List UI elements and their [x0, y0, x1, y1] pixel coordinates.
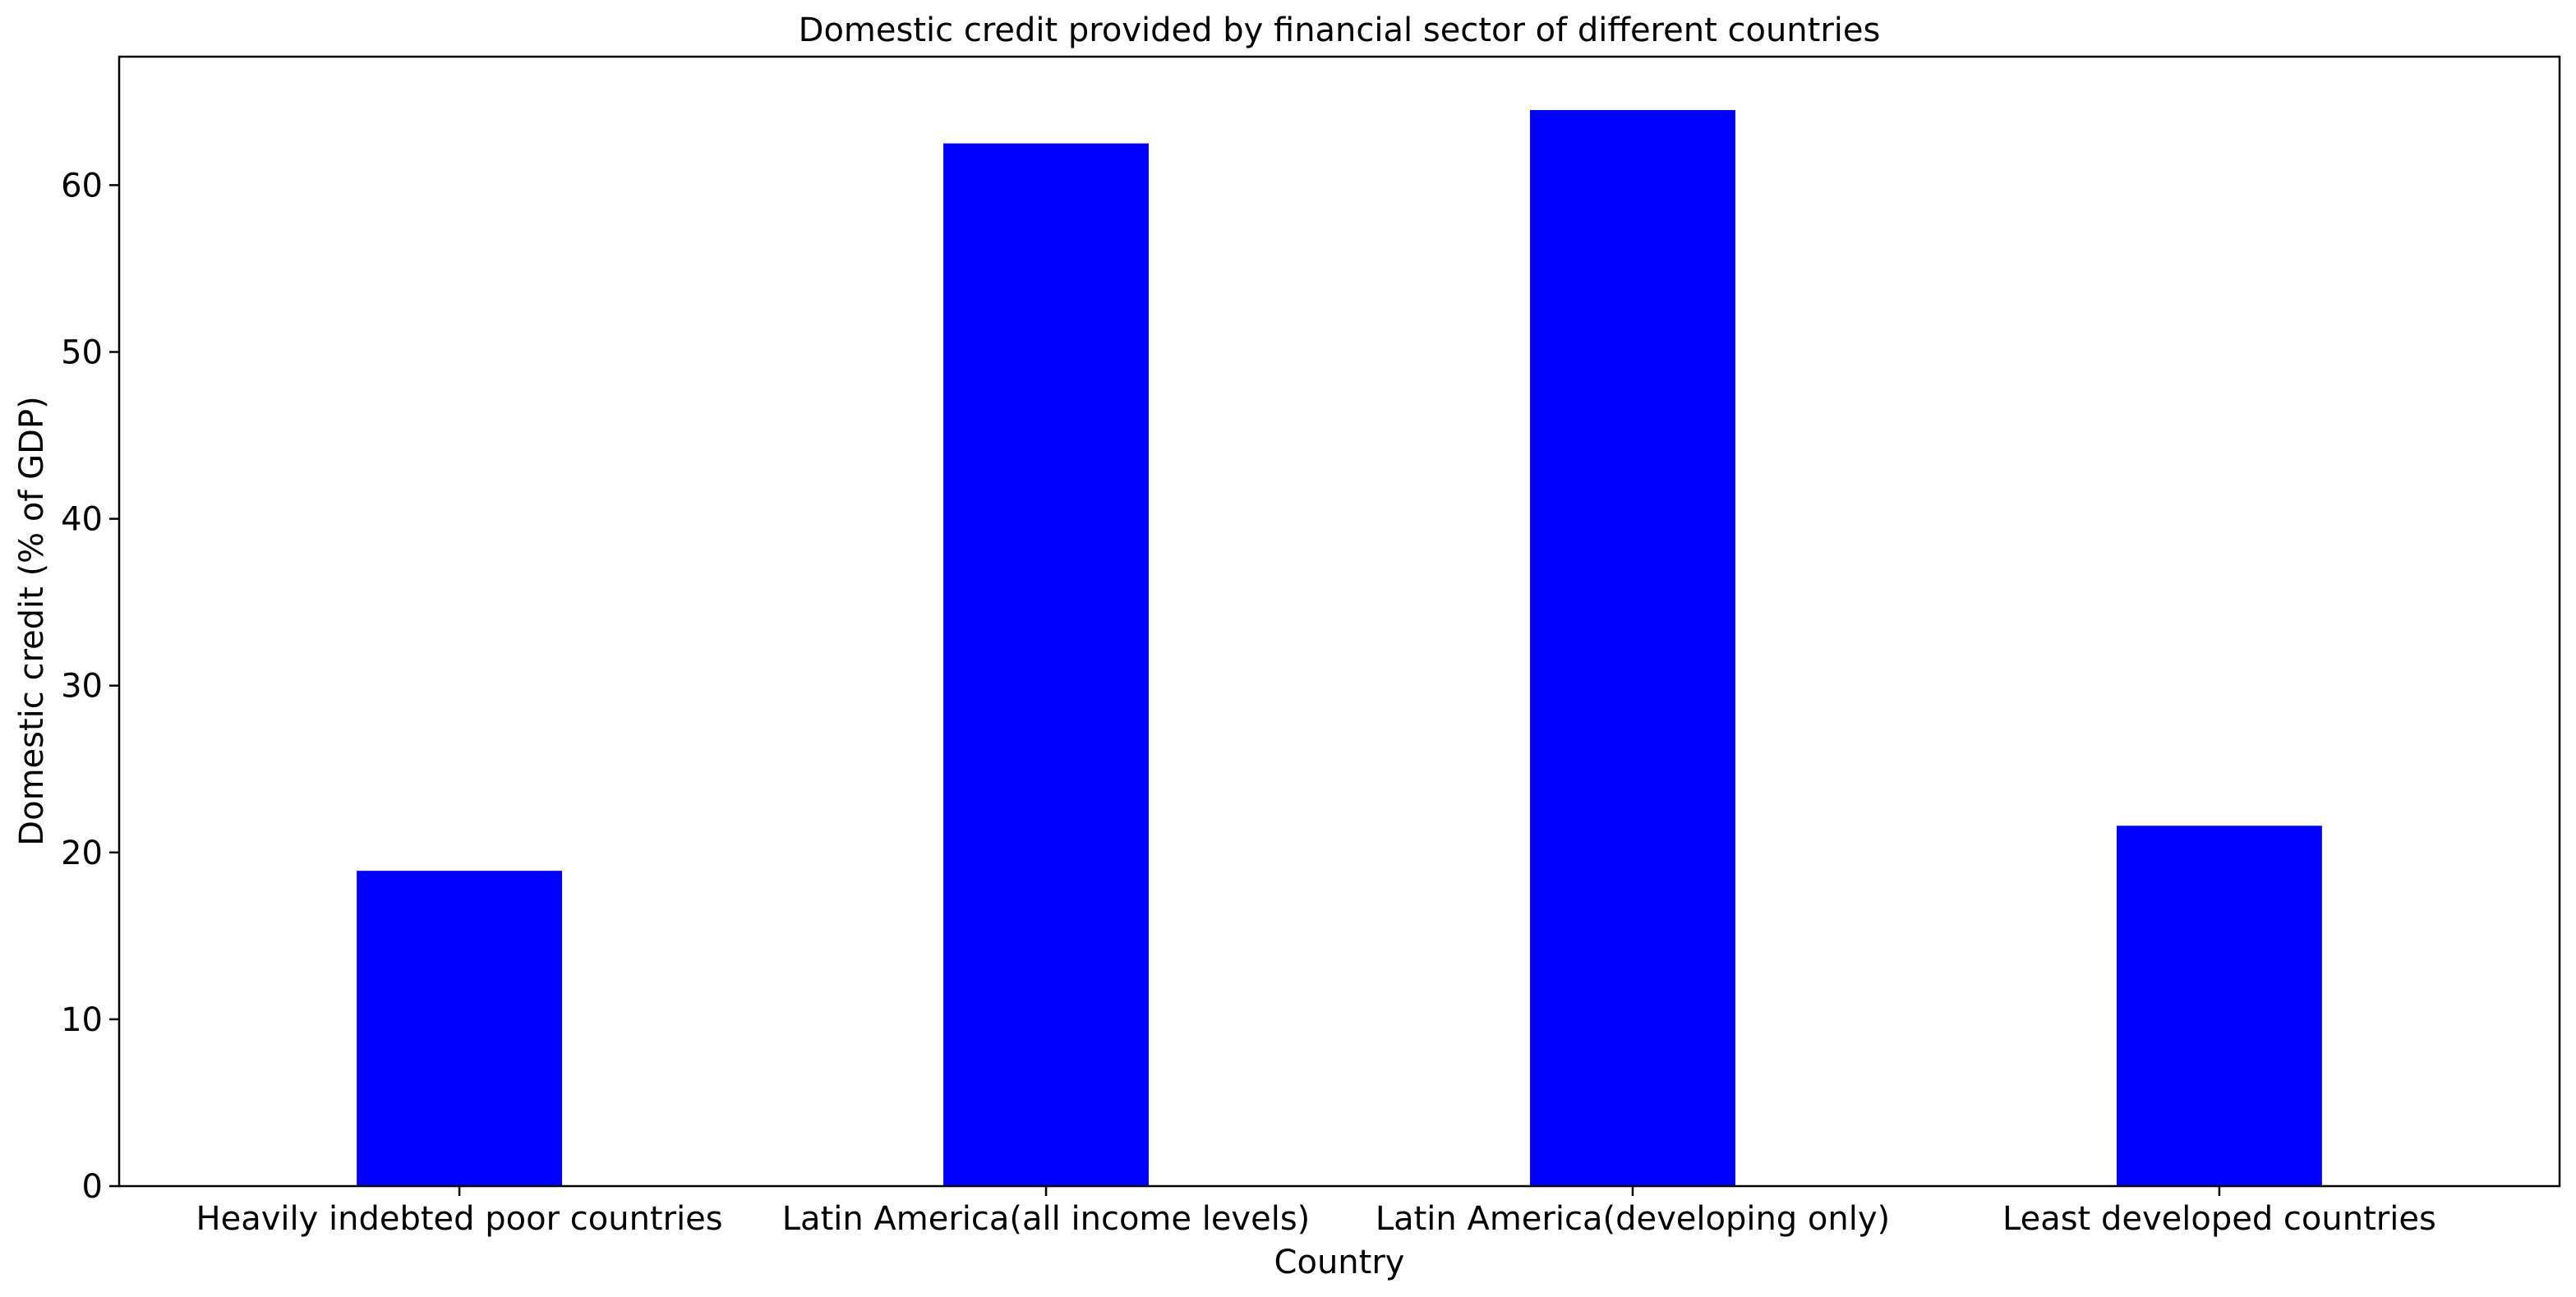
x-tick-label: Latin America(all income levels): [782, 1200, 1311, 1238]
y-tick-label: 60: [61, 167, 103, 205]
x-axis-label: Country: [1274, 1244, 1405, 1281]
x-tick-label: Latin America(developing only): [1376, 1200, 1890, 1238]
y-tick-label: 10: [61, 1001, 103, 1039]
y-tick-label: 20: [61, 835, 103, 872]
x-axis-ticks: Heavily indebted poor countries Latin Ame…: [196, 1186, 2436, 1238]
y-tick-label: 30: [61, 668, 103, 706]
bar: [1530, 109, 1735, 1186]
y-axis-label: Domestic credit (% of GDP): [13, 396, 51, 845]
x-tick-label: Heavily indebted poor countries: [196, 1200, 723, 1238]
bars-group: [357, 109, 2322, 1186]
y-axis-ticks: 0 10 20 30 40 50 60: [61, 167, 119, 1206]
y-tick-label: 50: [61, 333, 103, 371]
chart-title: Domestic credit provided by financial se…: [799, 11, 1881, 49]
x-tick-label: Least developed countries: [2002, 1200, 2436, 1238]
bar: [2116, 826, 2322, 1186]
plot-area-frame: [118, 55, 2561, 1188]
bar: [357, 871, 563, 1186]
y-tick-label: 40: [61, 501, 103, 539]
y-tick-label: 0: [82, 1168, 103, 1206]
bar: [943, 143, 1149, 1186]
